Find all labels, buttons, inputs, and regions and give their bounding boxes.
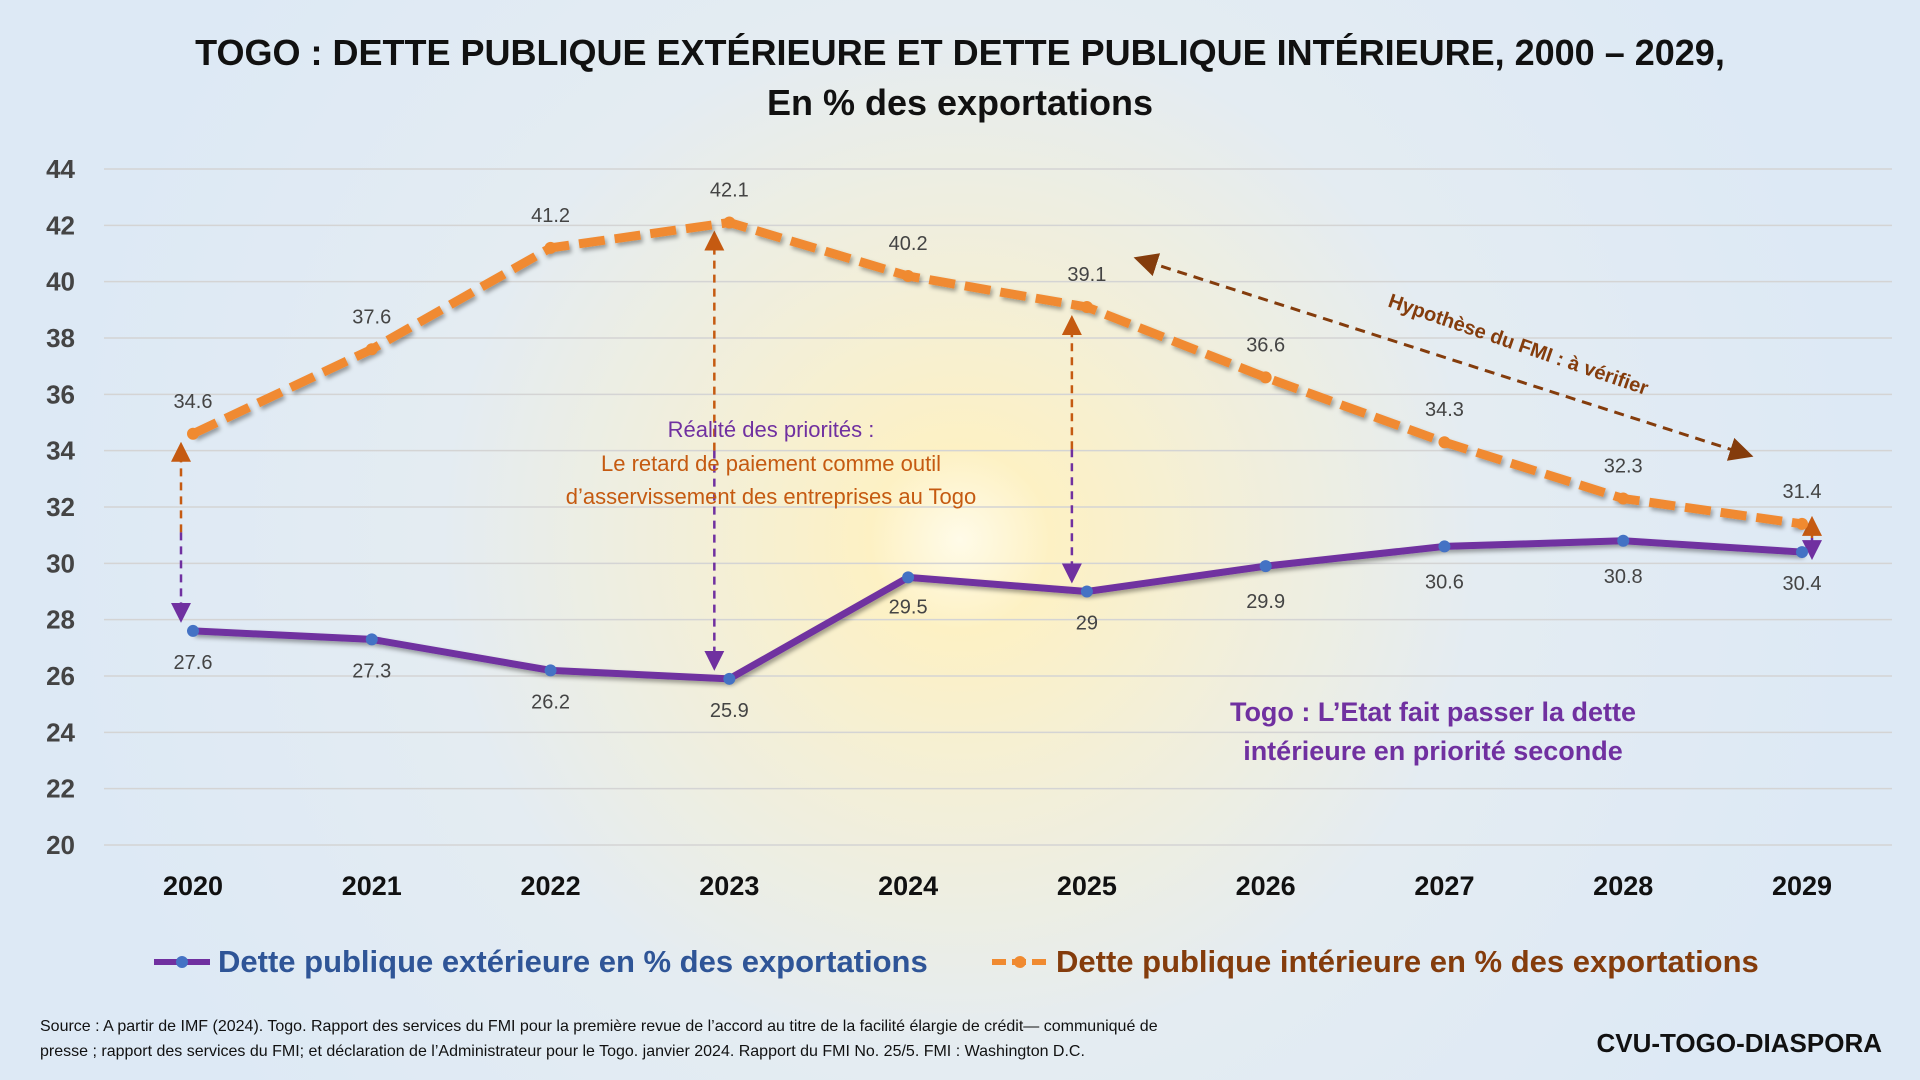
x-tick-label: 2024	[878, 871, 938, 901]
source-line-2: presse ; rapport des services du FMI; et…	[40, 1043, 1085, 1060]
data-label: 29.5	[889, 596, 928, 618]
data-point	[1080, 301, 1093, 314]
data-label: 29.9	[1246, 591, 1285, 613]
data-point	[1617, 534, 1630, 547]
x-tick-label: 2025	[1057, 871, 1117, 901]
y-tick-label: 36	[46, 379, 75, 409]
legend-swatch-external	[154, 956, 210, 968]
data-label: 29	[1076, 613, 1098, 635]
data-label: 34.6	[174, 391, 213, 413]
y-tick-label: 40	[46, 267, 75, 297]
data-point	[902, 270, 915, 283]
data-point	[723, 672, 736, 685]
data-label: 27.3	[352, 660, 391, 682]
y-tick-label: 22	[46, 774, 75, 804]
annotation-priorities-line1: Le retard de paiement comme outil	[601, 451, 941, 476]
brand-label: CVU-TOGO-DIASPORA	[1596, 1028, 1882, 1058]
data-point	[1796, 546, 1808, 559]
y-tick-label: 42	[46, 210, 75, 240]
data-label: 31.4	[1783, 481, 1822, 503]
x-tick-label: 2022	[521, 871, 581, 901]
y-tick-label: 30	[46, 548, 75, 578]
y-tick-label: 32	[46, 492, 75, 522]
data-point	[1438, 540, 1451, 553]
y-tick-label: 20	[46, 830, 75, 860]
x-tick-label: 2026	[1236, 871, 1296, 901]
y-tick-label: 38	[46, 323, 75, 353]
legend-label-external: Dette publique extérieure en % des expor…	[218, 944, 928, 979]
data-point	[1259, 371, 1272, 384]
legend-swatch-internal	[992, 956, 1048, 968]
source-note: Source : A partir de IMF (2024). Togo. R…	[40, 1014, 1340, 1064]
data-label: 39.1	[1067, 264, 1106, 286]
annotation-priorities-title: Réalité des priorités :	[667, 417, 875, 442]
y-tick-label: 34	[46, 436, 75, 466]
data-point	[1259, 560, 1272, 573]
y-tick-label: 24	[46, 717, 75, 747]
data-label: 30.4	[1783, 573, 1822, 595]
y-tick-label: 44	[46, 154, 75, 184]
annotation-state-line1: Togo : L’Etat fait passer la dette	[1229, 697, 1637, 727]
chart-subtitle: En % des exportations	[766, 82, 1154, 123]
data-label: 27.6	[174, 652, 213, 674]
data-point	[187, 427, 199, 440]
data-label: 30.6	[1425, 571, 1464, 593]
y-tick-label: 26	[46, 661, 75, 691]
data-label: 26.2	[531, 691, 570, 713]
data-point	[1617, 492, 1630, 505]
imf-hypothesis-arrow	[1133, 253, 1754, 461]
x-tick-label: 2020	[163, 871, 223, 901]
legend-item-internal: Dette publique intérieure en % des expor…	[990, 944, 1759, 980]
data-point	[544, 241, 557, 254]
series-line-external	[192, 537, 1803, 683]
data-point	[1080, 585, 1093, 598]
data-label: 32.3	[1604, 456, 1643, 478]
data-point	[723, 216, 736, 229]
data-label: 36.6	[1246, 334, 1285, 356]
data-label: 30.8	[1604, 566, 1643, 588]
data-label: 40.2	[889, 233, 928, 255]
data-point	[1796, 517, 1808, 530]
annotation-state-line2: intérieure en priorité seconde	[1243, 736, 1623, 766]
data-point	[902, 571, 915, 584]
data-label: 37.6	[352, 306, 391, 328]
legend-item-external: Dette publique extérieure en % des expor…	[152, 944, 928, 980]
data-point	[365, 343, 378, 356]
y-tick-label: 28	[46, 605, 75, 635]
legend-label-internal: Dette publique intérieure en % des expor…	[1056, 944, 1759, 979]
data-label: 34.3	[1425, 399, 1464, 421]
x-tick-label: 2023	[699, 871, 759, 901]
data-point	[1438, 436, 1451, 449]
x-tick-label: 2029	[1772, 871, 1832, 901]
data-point	[544, 664, 557, 677]
source-line-1: Source : A partir de IMF (2024). Togo. R…	[40, 1018, 1158, 1035]
x-tick-label: 2028	[1593, 871, 1653, 901]
chart-title: TOGO : DETTE PUBLIQUE EXTÉRIEURE ET DETT…	[195, 32, 1725, 73]
annotation-priorities-line2: d’asservissement des entreprises au Togo	[565, 484, 977, 509]
series-line-internal	[191, 218, 1803, 529]
x-tick-label: 2027	[1414, 871, 1474, 901]
data-point	[187, 624, 199, 637]
data-label: 25.9	[710, 700, 749, 722]
x-tick-label: 2021	[342, 871, 402, 901]
data-point	[365, 633, 378, 646]
data-label: 41.2	[531, 205, 570, 227]
data-label: 42.1	[710, 180, 749, 202]
